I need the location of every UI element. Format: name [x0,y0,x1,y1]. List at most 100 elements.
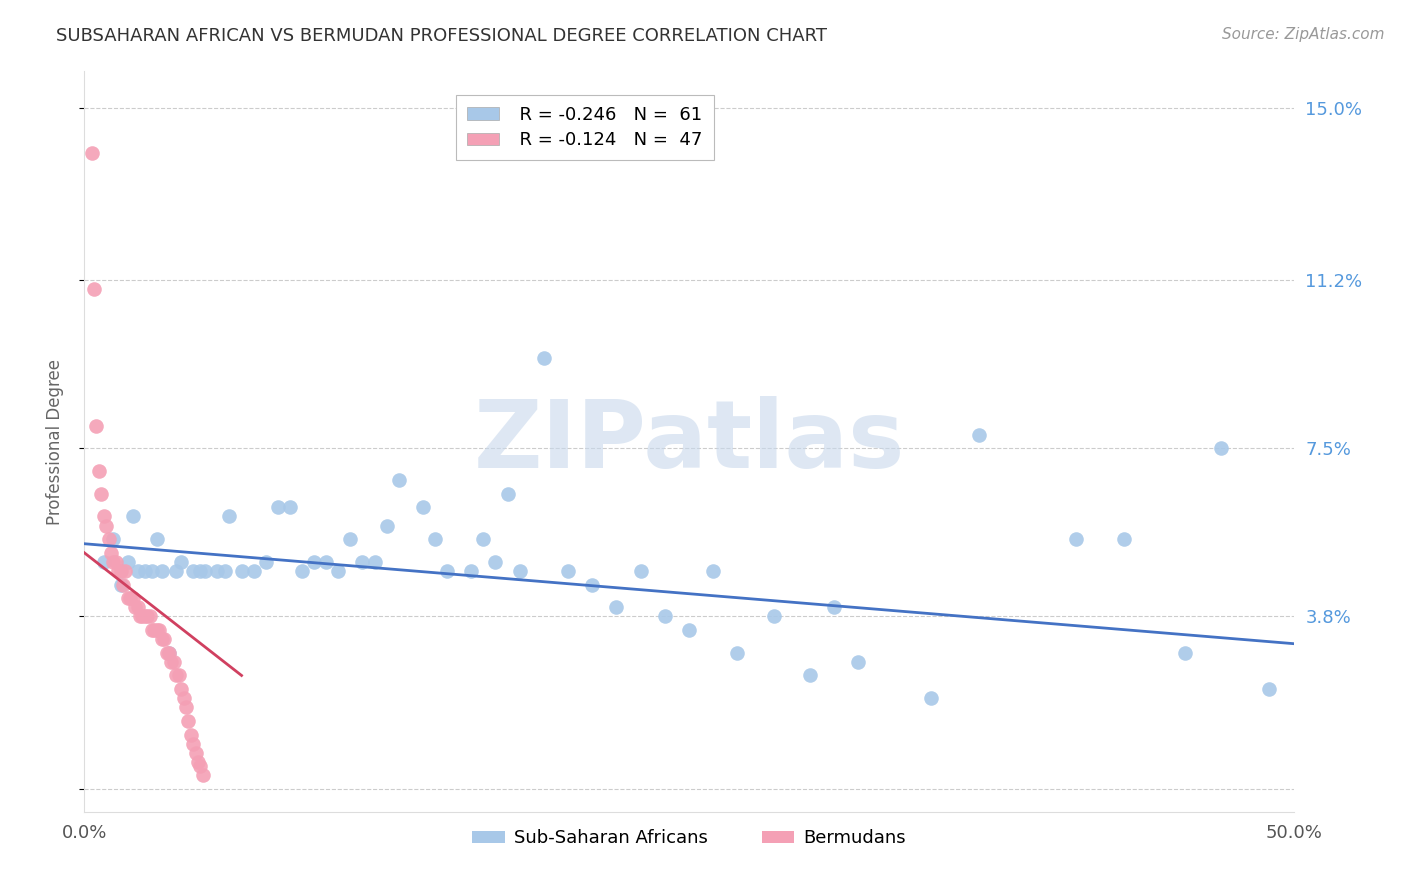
Point [436,564,458,578]
Point [187,755,209,769]
Point [155,646,177,660]
Point [762,609,785,624]
Point [630,564,652,578]
Point [110,577,132,591]
Point [120,591,142,606]
Point [1209,442,1232,456]
Point [678,623,700,637]
Point [165,668,187,682]
Point [557,564,579,578]
Point [131,609,153,624]
Point [134,564,156,578]
Point [315,555,337,569]
Point [254,555,277,569]
Point [157,646,180,660]
Point [93,555,115,569]
Point [124,600,146,615]
Point [97,532,120,546]
Point [170,682,193,697]
Point [472,532,495,546]
Point [121,509,143,524]
Point [823,600,845,615]
Point [363,555,385,569]
Point [163,655,186,669]
Point [184,746,207,760]
Point [242,564,264,578]
Point [127,600,149,615]
Point [127,564,149,578]
Text: Source: ZipAtlas.com: Source: ZipAtlas.com [1222,27,1385,42]
Point [799,668,821,682]
Point [87,464,110,478]
Point [94,518,117,533]
Point [231,564,253,578]
Point [967,427,990,442]
Point [1064,532,1087,546]
Text: SUBSAHARAN AFRICAN VS BERMUDAN PROFESSIONAL DEGREE CORRELATION CHART: SUBSAHARAN AFRICAN VS BERMUDAN PROFESSIO… [56,27,827,45]
Point [103,532,125,546]
Point [160,655,183,669]
Point [177,714,200,728]
Point [100,546,122,560]
Point [191,768,214,782]
Point [509,564,531,578]
Point [218,509,240,524]
Point [352,555,374,569]
Point [181,737,204,751]
Point [104,555,127,569]
Point [83,282,105,296]
Point [117,555,139,569]
Point [920,691,942,706]
Point [86,418,108,433]
Point [136,609,159,624]
Point [605,600,627,615]
Point [121,591,143,606]
Point [278,500,301,515]
Point [302,555,325,569]
Point [114,564,136,578]
Point [339,532,361,546]
Point [138,609,160,624]
Point [153,632,176,647]
Point [93,509,115,524]
Point [148,623,170,637]
Point [146,532,169,546]
Point [412,500,434,515]
Point [846,655,869,669]
Point [90,487,112,501]
Point [1174,646,1197,660]
Point [173,691,195,706]
Point [80,146,103,161]
Point [725,646,748,660]
Point [174,700,197,714]
Point [496,487,519,501]
Point [328,564,350,578]
Point [107,564,129,578]
Point [157,646,180,660]
Point [167,668,190,682]
Point [190,564,212,578]
Point [375,518,398,533]
Point [150,564,173,578]
Point [103,555,125,569]
Point [165,564,187,578]
Point [180,727,202,741]
Point [1114,532,1136,546]
Legend: Sub-Saharan Africans, Bermudans: Sub-Saharan Africans, Bermudans [465,822,912,855]
Point [146,623,169,637]
Point [581,577,603,591]
Point [207,564,229,578]
Point [112,577,135,591]
Point [423,532,446,546]
Point [484,555,506,569]
Point [291,564,314,578]
Point [117,591,139,606]
Point [702,564,724,578]
Point [110,564,132,578]
Point [190,759,212,773]
Point [181,564,204,578]
Point [1258,682,1281,697]
Point [533,351,555,365]
Point [388,473,411,487]
Point [150,632,173,647]
